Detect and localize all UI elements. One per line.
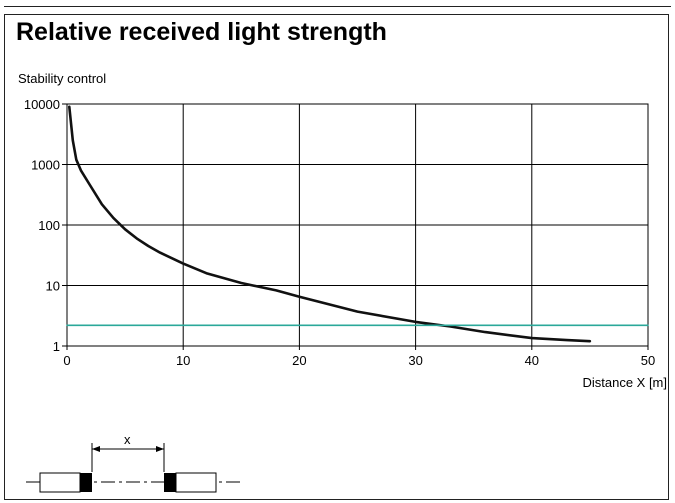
- y-tick-label: 10000: [24, 97, 60, 112]
- x-tick-label: 30: [408, 353, 422, 368]
- y-tick-label: 1: [53, 339, 60, 354]
- x-tick-label: 10: [176, 353, 190, 368]
- tick-labels: 0 10 20 30 40 50 1 10 100 1000 10000: [24, 97, 655, 368]
- dimension-label: x: [124, 432, 131, 447]
- top-rule: [4, 6, 671, 7]
- y-tick-label: 10: [46, 279, 60, 294]
- y-axis-label: Stability control: [18, 71, 107, 86]
- signal-curve: [68, 105, 592, 343]
- x-tick-label: 50: [641, 353, 655, 368]
- grid: [62, 103, 649, 350]
- chart-title: Relative received light strength: [16, 18, 387, 46]
- emitter-lens: [80, 473, 92, 492]
- emitter-body: [39, 472, 81, 493]
- y-tick-label: 1000: [31, 158, 60, 173]
- x-tick-label: 40: [525, 353, 539, 368]
- x-tick-label: 0: [63, 353, 70, 368]
- series-layer: [66, 105, 649, 343]
- y-tick-label: 100: [38, 218, 60, 233]
- x-axis-label: Distance X [m]: [582, 375, 667, 390]
- chart-panel: [4, 14, 669, 500]
- dimension-arrow-right: [156, 446, 164, 452]
- dimension-arrow-left: [92, 446, 100, 452]
- receiver-body: [175, 472, 217, 493]
- receiver-lens: [164, 473, 176, 492]
- x-tick-label: 20: [292, 353, 306, 368]
